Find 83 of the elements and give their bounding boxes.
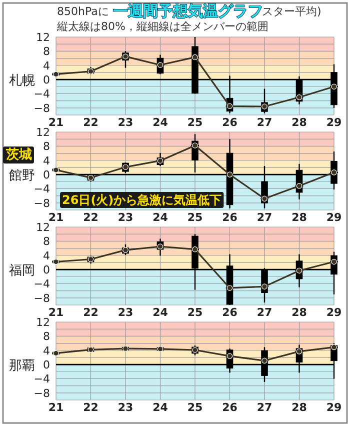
point <box>331 344 337 350</box>
y-tick-label: 4 <box>43 249 50 262</box>
y-axis-title: 那覇 <box>9 358 35 374</box>
y-tick-label: −4 <box>34 278 50 291</box>
y-tick-label: −8 <box>34 386 50 400</box>
x-tick-label: 29 <box>326 306 342 319</box>
x-tick-label: 24 <box>152 116 168 129</box>
y-tick-label: −8 <box>34 196 50 210</box>
x-tick-label: 23 <box>118 306 134 319</box>
x-tick-label: 27 <box>256 306 272 319</box>
y-tick-label: 0 <box>43 358 50 372</box>
x-tick-label: 24 <box>152 211 168 224</box>
y-tick-label: 8 <box>43 45 50 58</box>
y-tick-label: −8 <box>34 292 50 305</box>
y-tick-label: 4 <box>43 154 50 168</box>
x-tick-label: 25 <box>187 401 203 414</box>
x-tick-label: 24 <box>152 306 168 319</box>
point <box>192 54 198 60</box>
point <box>226 172 233 178</box>
point <box>296 348 302 354</box>
x-tick-label: 26 <box>222 211 238 224</box>
x-tick-label: 21 <box>48 116 64 129</box>
x-tick-label: 25 <box>187 306 203 319</box>
x-tick-label: 23 <box>118 401 134 414</box>
x-tick-label: 22 <box>83 306 98 319</box>
x-tick-label: 21 <box>48 211 64 224</box>
y-tick-label: 8 <box>43 330 50 344</box>
y-tick-label: 0 <box>43 74 50 87</box>
x-tick-label: 28 <box>292 211 307 224</box>
x-tick-label: 27 <box>256 116 272 129</box>
y-axis-title: 福岡 <box>9 264 35 279</box>
x-tick-label: 28 <box>292 116 307 129</box>
y-tick-label: −4 <box>34 88 50 101</box>
x-tick-label: 25 <box>187 116 203 129</box>
y-tick-label: 8 <box>43 235 50 248</box>
point <box>331 84 337 90</box>
x-tick-label: 29 <box>326 401 342 414</box>
x-tick-label: 28 <box>292 401 307 414</box>
x-tick-label: 29 <box>326 116 342 129</box>
chart-subtitle: 縦太線は80%，縦細線は全メンバーの範囲 <box>56 20 268 33</box>
x-tick-label: 26 <box>222 401 238 414</box>
text: スター平均) <box>262 5 322 18</box>
x-tick-label: 26 <box>222 116 238 129</box>
x-tick-label: 23 <box>118 211 134 224</box>
y-axis-title: 館野 <box>9 168 35 184</box>
y-tick-label: 8 <box>43 140 50 154</box>
point <box>296 182 302 189</box>
x-tick-label: 29 <box>326 211 342 224</box>
point <box>192 246 198 252</box>
text: 850hPaに <box>57 5 109 18</box>
x-tick-label: 27 <box>256 211 272 224</box>
x-tick-label: 24 <box>152 401 168 414</box>
x-tick-label: 22 <box>83 211 98 224</box>
y-axis-title: 札幌 <box>9 74 35 89</box>
y-tick-label: 12 <box>36 126 50 139</box>
x-tick-label: 27 <box>256 401 272 414</box>
y-tick-label: −4 <box>34 372 50 386</box>
x-tick-label: 25 <box>187 211 203 224</box>
x-tick-label: 26 <box>222 306 238 319</box>
y-tick-label: −8 <box>34 102 50 115</box>
y-tick-label: 4 <box>43 344 50 358</box>
point <box>262 196 268 202</box>
point <box>262 284 268 290</box>
annotation: 26日(火)から急激に気温低下 <box>62 193 222 207</box>
y-tick-label: 12 <box>36 31 50 44</box>
x-tick-label: 21 <box>48 306 64 319</box>
y-tick-label: 0 <box>43 168 50 182</box>
x-tick-label: 21 <box>48 401 64 414</box>
y-tick-label: 12 <box>36 221 50 234</box>
point <box>296 94 302 100</box>
y-tick-label: 12 <box>36 316 50 329</box>
point <box>192 142 198 148</box>
x-tick-label: 28 <box>292 306 307 319</box>
point <box>226 285 233 291</box>
y-tick-label: 4 <box>43 59 50 72</box>
text: 茨城 <box>5 148 32 163</box>
chart-title: 一週間予想気温グラフ <box>113 2 263 20</box>
x-tick-label: 22 <box>83 401 98 414</box>
y-tick-label: −4 <box>34 182 50 196</box>
point <box>157 244 164 250</box>
y-tick-label: 0 <box>43 264 50 277</box>
x-tick-label: 23 <box>118 116 134 129</box>
x-tick-label: 22 <box>83 116 98 129</box>
